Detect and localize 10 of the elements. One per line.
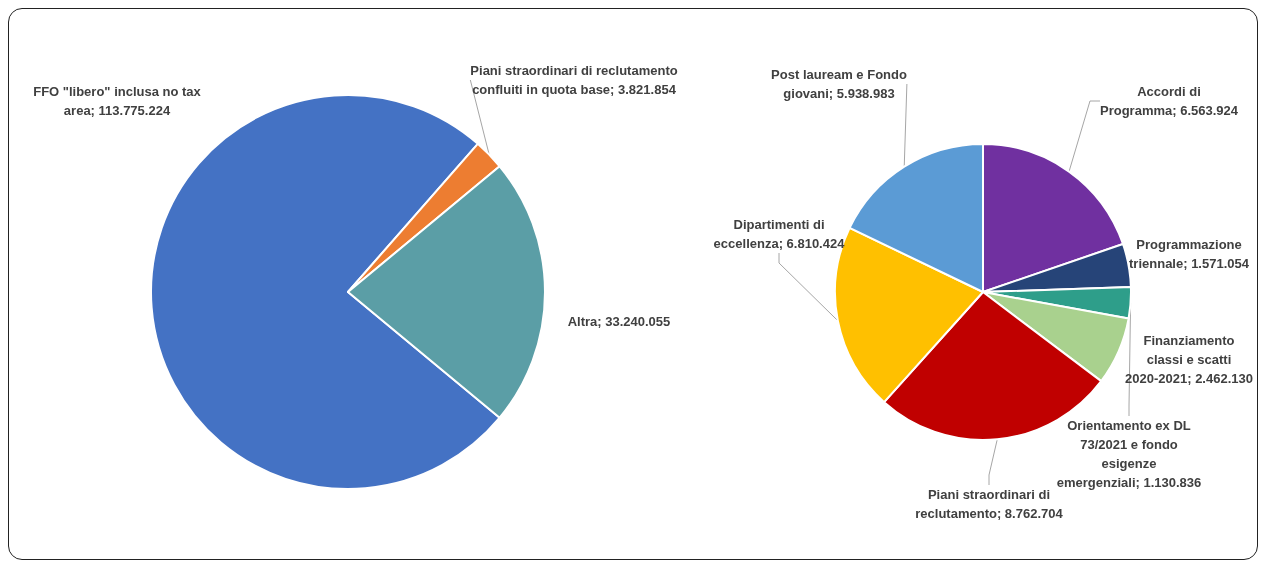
slice-label: Piani straordinari di reclutamento; 8.762.704: [915, 487, 1064, 521]
slice-label: FFO "libero" inclusa no tax area; 113.775.224: [33, 84, 202, 118]
slice-label: Accordi di Programma; 6.563.924: [1099, 84, 1239, 118]
slice-label: Post lauream e Fondo giovani; 5.938.983: [771, 67, 907, 101]
slice-label: Finanziamento classi e scatti 2020-2021; 2.462.130: [1125, 332, 1253, 386]
slice-label: Orientamento ex DL 73/2021 e fondo esigenze emergenziali; 1.130.836: [1056, 418, 1202, 490]
slice-label: Programmazione triennale; 1.571.054: [1129, 237, 1250, 271]
slice-label: Dipartimenti di eccellenza; 6.810.424: [713, 217, 846, 251]
slice-label: Altra; 33.240.055: [567, 313, 671, 329]
slice-label: Piani straordinari di reclutamento confluiti in quota base; 3.821.854: [470, 63, 678, 97]
